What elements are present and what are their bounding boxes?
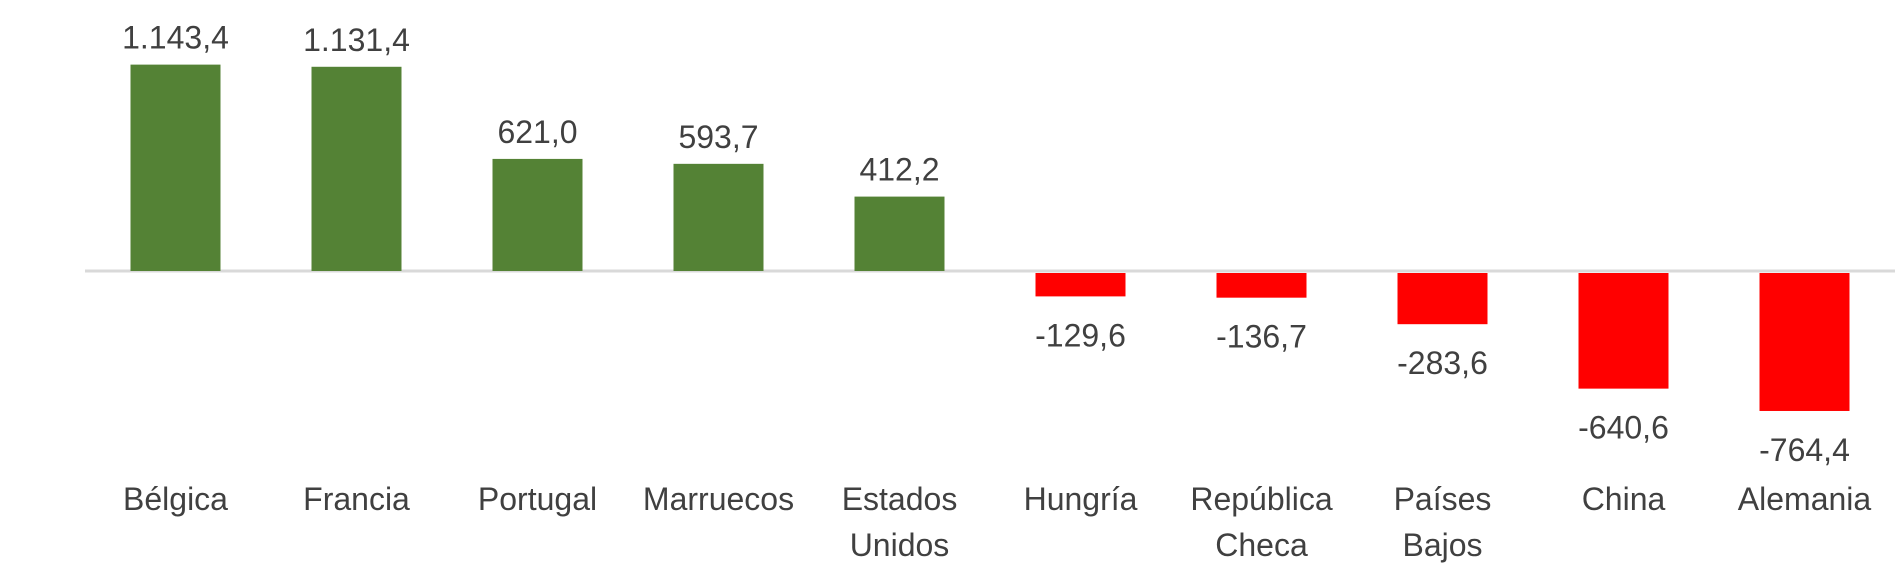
data-label-9: -764,4 bbox=[1759, 432, 1850, 468]
category-label-9: Alemania bbox=[1738, 481, 1872, 517]
category-label-3-line-0: Marruecos bbox=[643, 481, 794, 517]
bar-7 bbox=[1397, 273, 1488, 325]
category-label-6-line-1: Checa bbox=[1215, 527, 1308, 563]
category-label-0-line-0: Bélgica bbox=[123, 481, 228, 517]
category-label-8: China bbox=[1582, 481, 1666, 517]
category-label-1-line-0: Francia bbox=[303, 481, 410, 517]
category-label-6-line-0: República bbox=[1190, 481, 1333, 517]
data-label-0: 1.143,4 bbox=[122, 20, 229, 56]
category-label-3: Marruecos bbox=[643, 481, 794, 517]
category-label-5: Hungría bbox=[1024, 481, 1138, 517]
category-label-5-line-0: Hungría bbox=[1024, 481, 1138, 517]
category-label-2: Portugal bbox=[478, 481, 597, 517]
bar-1 bbox=[311, 66, 402, 271]
category-label-7: Países Bajos bbox=[1394, 481, 1492, 563]
data-label-2: 621,0 bbox=[497, 114, 577, 150]
bar-0 bbox=[130, 64, 221, 271]
data-label-5: -129,6 bbox=[1035, 317, 1126, 353]
category-label-7-line-0: Países bbox=[1394, 481, 1492, 517]
bar-4 bbox=[854, 196, 945, 271]
data-label-4: 412,2 bbox=[859, 152, 939, 188]
category-label-4-line-0: Estados bbox=[842, 481, 958, 517]
category-label-9-line-0: Alemania bbox=[1738, 481, 1872, 517]
category-label-7-line-1: Bajos bbox=[1402, 527, 1482, 563]
category-label-2-line-0: Portugal bbox=[478, 481, 597, 517]
bar-8 bbox=[1578, 273, 1669, 389]
data-label-3: 593,7 bbox=[678, 119, 758, 155]
bar-2 bbox=[492, 158, 583, 271]
data-label-6: -136,7 bbox=[1216, 319, 1307, 355]
category-label-1: Francia bbox=[303, 481, 410, 517]
category-label-4-line-1: Unidos bbox=[850, 527, 950, 563]
category-label-6: República Checa bbox=[1190, 481, 1333, 563]
data-label-7: -283,6 bbox=[1397, 345, 1488, 381]
category-label-4: Estados Unidos bbox=[842, 481, 958, 563]
bar-5 bbox=[1035, 273, 1126, 297]
bar-9 bbox=[1759, 273, 1850, 411]
data-label-1: 1.131,4 bbox=[303, 22, 410, 58]
bar-3 bbox=[673, 163, 764, 271]
bar-6 bbox=[1216, 273, 1307, 298]
category-label-0: Bélgica bbox=[123, 481, 228, 517]
category-label-8-line-0: China bbox=[1582, 481, 1666, 517]
data-label-8: -640,6 bbox=[1578, 410, 1669, 446]
